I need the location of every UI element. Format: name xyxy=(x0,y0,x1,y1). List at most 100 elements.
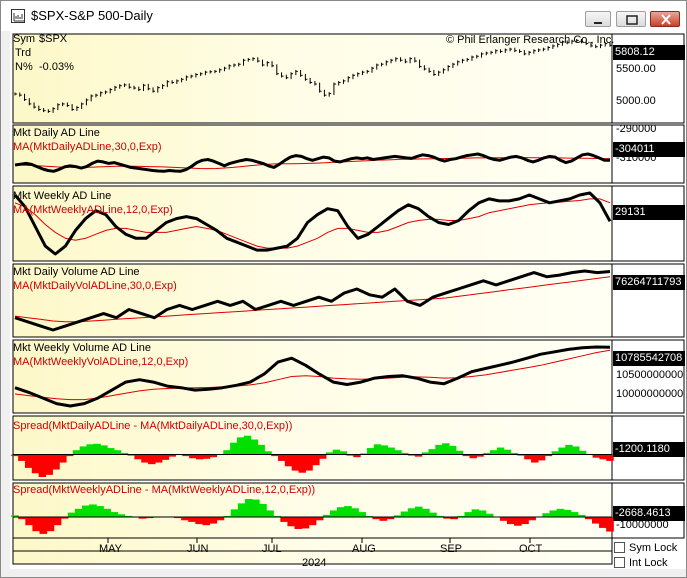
spread-weekly-bar xyxy=(393,515,402,517)
spread-weekly-bar xyxy=(46,517,55,532)
window-title: $SPX-S&P 500-Daily xyxy=(31,8,153,23)
spread-daily-bar xyxy=(387,447,395,455)
spread-weekly-bar xyxy=(280,517,289,522)
daily-ad-panel xyxy=(12,124,613,184)
spread-daily-bar xyxy=(127,454,135,456)
spread-daily-bar xyxy=(243,435,252,455)
spread-daily-bar xyxy=(120,452,129,455)
weekly-ad-ma-label: MA(MktWeeklyADLine,12,0,Exp) xyxy=(13,204,173,216)
spread-daily-bar xyxy=(332,449,341,455)
spread-daily-bar xyxy=(407,454,416,456)
sym-value: $SPX xyxy=(39,33,68,45)
x-month-aug: AUG xyxy=(352,543,376,555)
spread-daily-bar xyxy=(531,454,539,463)
spread-weekly-title: Spread(MktWeeklyADLine - MA(MktWeeklyADL… xyxy=(13,484,316,496)
daily-ad-last-value: -304011 xyxy=(613,142,685,157)
pct-label: N% xyxy=(15,61,33,73)
x-month-may: MAY xyxy=(99,543,123,555)
weekly-vol-ad-ma-line xyxy=(14,349,611,401)
spread-daily-bar xyxy=(278,454,286,461)
spread-weekly-last-value: -2668.4613 xyxy=(613,506,685,521)
copyright-text: © Phil Erlanger Research Co., Inc. xyxy=(446,34,615,46)
spread-daily-bar xyxy=(52,454,60,470)
pct-value: -0.03% xyxy=(39,61,74,73)
close-button[interactable] xyxy=(650,11,680,27)
spread-daily-bar xyxy=(230,442,238,455)
spread-daily-bar xyxy=(65,454,74,457)
spread-daily-bar xyxy=(565,444,573,455)
daily-vol-ad-title: Mkt Daily Volume AD Line xyxy=(13,266,140,278)
spread-weekly-bar xyxy=(230,509,239,517)
spread-daily-bar xyxy=(257,444,265,455)
spread-weekly-bar xyxy=(110,512,118,517)
spread-daily-bar xyxy=(353,454,361,458)
spread-daily-bar xyxy=(401,452,409,455)
spread-daily-bar xyxy=(496,447,505,455)
spread-weekly-bar xyxy=(53,517,62,526)
spread-daily-last-value: -1200.1180 xyxy=(613,442,685,457)
spread-weekly-bar xyxy=(521,517,529,525)
spread-daily-bar xyxy=(298,454,306,473)
spread-weekly-bar xyxy=(74,508,83,517)
spread-weekly-bar xyxy=(117,514,126,517)
price-last-value: 5808.12 xyxy=(613,45,685,60)
spread-weekly-bar xyxy=(563,509,572,517)
chart-icon xyxy=(11,9,25,23)
weekly-ad-ma-line xyxy=(14,198,611,249)
spread-weekly-bar xyxy=(528,517,536,521)
spread-weekly-bar xyxy=(485,513,494,517)
spread-daily-bar xyxy=(168,454,177,457)
spread-daily-bar xyxy=(394,450,402,455)
spread-daily-bar xyxy=(537,454,546,461)
spread-weekly-bar xyxy=(67,512,76,517)
spread-daily-bar xyxy=(271,454,279,457)
spread-weekly-bar xyxy=(124,515,133,517)
spread-daily-bar xyxy=(517,454,525,456)
spread-weekly-bar xyxy=(584,517,593,520)
spread-weekly-bar xyxy=(315,517,324,521)
spread-weekly-bar xyxy=(322,514,331,517)
spread-weekly-bar xyxy=(81,505,90,517)
chart-area[interactable]: Sym $SPX Trd N% -0.03% © Phil Erlanger R… xyxy=(10,31,686,569)
price-panel xyxy=(12,33,613,124)
spread-daily-bar xyxy=(223,450,231,455)
spread-weekly-bar xyxy=(25,517,33,526)
maximize-button[interactable] xyxy=(616,11,646,27)
title-bar[interactable]: $SPX-S&P 500-Daily xyxy=(1,1,686,31)
minimize-button[interactable] xyxy=(585,11,611,27)
spread-daily-bar xyxy=(250,439,259,455)
spread-daily-bar xyxy=(490,450,498,455)
spread-daily-bar xyxy=(79,446,88,455)
spread-weekly-bar xyxy=(499,517,508,521)
spread-weekly-bar xyxy=(138,517,147,519)
spread-daily-bar xyxy=(319,454,327,459)
spread-weekly-bar xyxy=(421,508,430,517)
x-year-label: 2024 xyxy=(302,557,327,569)
spread-weekly-bar xyxy=(407,508,416,517)
int-lock-checkbox[interactable]: Int Lock xyxy=(614,557,668,569)
spread-weekly-bar xyxy=(372,517,381,520)
spread-weekly-bar xyxy=(188,517,196,522)
spread-daily-bar xyxy=(366,448,375,455)
spread-weekly-bar xyxy=(273,515,281,517)
spread-weekly-bar xyxy=(145,517,154,519)
spread-weekly-bar xyxy=(195,517,204,525)
maximize-icon xyxy=(626,15,638,25)
spread-weekly-bar xyxy=(514,517,522,526)
spread-daily-bar xyxy=(86,444,94,455)
spread-daily-bar xyxy=(572,446,580,455)
spread-daily-bar xyxy=(606,454,614,461)
spread-daily-bar xyxy=(346,454,354,456)
spread-weekly-bar xyxy=(400,511,409,517)
spread-weekly-bar xyxy=(209,517,218,524)
spread-daily-bar xyxy=(31,454,40,474)
weekly-ad-scale-column xyxy=(611,185,685,262)
x-month-jun: JUN xyxy=(187,543,209,555)
sym-lock-checkbox[interactable]: Sym Lock xyxy=(614,542,677,554)
spread-daily-bar xyxy=(209,454,218,458)
chart-canvas[interactable] xyxy=(10,31,686,569)
spread-daily-bar xyxy=(93,443,101,455)
spread-daily-bar xyxy=(469,454,477,459)
spread-daily-bars xyxy=(11,435,614,477)
